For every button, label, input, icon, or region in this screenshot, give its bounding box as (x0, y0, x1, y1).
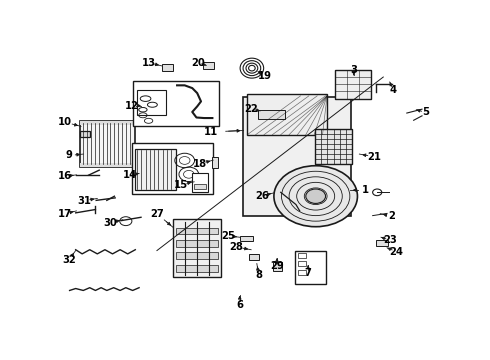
Bar (243, 97, 351, 216)
Circle shape (306, 189, 325, 203)
Bar (192, 173, 208, 192)
Bar (80, 121, 135, 125)
Text: 21: 21 (368, 152, 382, 162)
Bar (258, 110, 285, 118)
Text: 15: 15 (174, 180, 188, 190)
Bar (176, 228, 218, 234)
Text: 3: 3 (350, 64, 357, 75)
Circle shape (274, 166, 358, 227)
Bar (203, 62, 214, 69)
Bar (176, 240, 218, 247)
Bar (137, 90, 166, 115)
Bar (273, 262, 282, 271)
Bar (376, 240, 388, 246)
Text: 4: 4 (390, 85, 397, 95)
Text: 18: 18 (193, 159, 207, 169)
Text: 6: 6 (236, 300, 243, 310)
Bar (247, 94, 327, 135)
Bar (133, 81, 219, 126)
Bar (162, 64, 173, 71)
Text: 5: 5 (422, 108, 429, 117)
Text: 10: 10 (58, 117, 72, 127)
Text: 20: 20 (191, 58, 205, 68)
Bar (249, 254, 259, 260)
Text: 13: 13 (142, 58, 156, 68)
Bar (80, 163, 135, 167)
Text: 27: 27 (150, 209, 164, 219)
Bar (176, 265, 218, 272)
Bar (80, 121, 135, 167)
Text: 7: 7 (305, 268, 312, 278)
Text: 12: 12 (124, 100, 139, 111)
Text: 14: 14 (122, 170, 137, 180)
Text: 28: 28 (229, 242, 243, 252)
Bar (173, 219, 220, 278)
Bar (298, 270, 306, 275)
Text: 17: 17 (58, 209, 72, 219)
Text: 11: 11 (204, 127, 219, 137)
Bar (80, 131, 90, 136)
Bar (298, 253, 306, 258)
Text: 31: 31 (77, 195, 91, 206)
Bar (176, 252, 218, 260)
Text: 22: 22 (244, 104, 258, 114)
Text: 24: 24 (389, 247, 403, 257)
Text: 8: 8 (255, 270, 262, 280)
Text: 30: 30 (104, 217, 118, 228)
Bar (241, 236, 253, 241)
Text: 19: 19 (257, 71, 271, 81)
Text: 1: 1 (362, 185, 368, 195)
Bar (335, 69, 371, 99)
Text: 26: 26 (256, 191, 270, 201)
Bar (298, 261, 306, 266)
Bar (212, 157, 218, 168)
Text: 16: 16 (58, 171, 72, 181)
Text: 23: 23 (383, 235, 396, 245)
Bar (295, 251, 326, 284)
Text: 32: 32 (62, 255, 76, 265)
Bar (194, 184, 206, 189)
Bar (315, 129, 352, 164)
Text: 2: 2 (388, 211, 395, 221)
Text: 25: 25 (221, 231, 235, 241)
Text: 9: 9 (65, 150, 73, 161)
Bar (135, 149, 176, 190)
Bar (131, 143, 213, 194)
Text: 29: 29 (270, 261, 284, 271)
